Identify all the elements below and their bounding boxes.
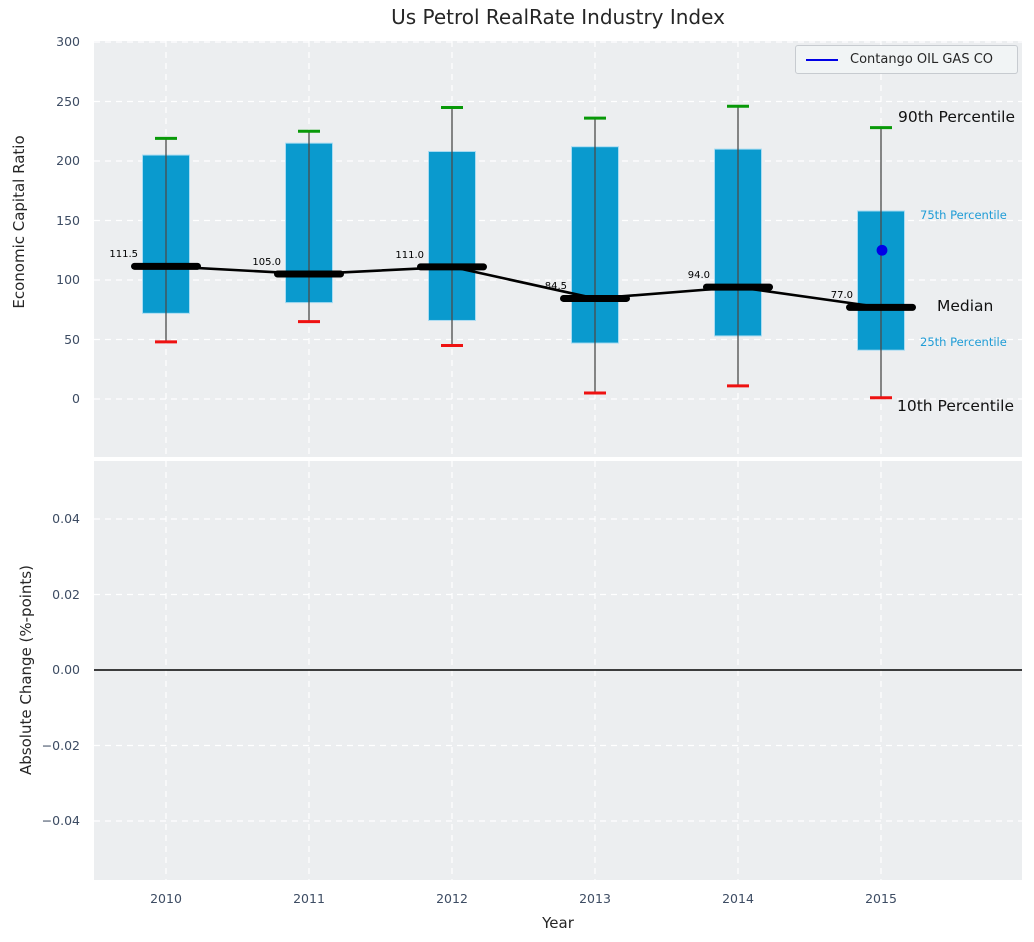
chart-title: Us Petrol RealRate Industry Index [391,5,725,29]
ytick-top-300: 300 [56,34,80,49]
median-value-label-2013: 84.5 [544,281,567,293]
median-value-label-2014: 94.0 [687,270,710,282]
x-axis-label: Year [542,914,574,932]
ytick-top-250: 250 [56,93,80,109]
y-axis-label-top: Economic Capital Ratio [10,135,28,309]
ytick-bottom-0.04: 0.04 [52,511,80,526]
annotation-25th-percentile: 25th Percentile [920,335,1007,349]
xtick-2012: 2012 [436,891,468,906]
xtick-2010: 2010 [150,891,182,906]
median-value-label-2015: 77.0 [830,290,853,302]
annotation-75th-percentile: 75th Percentile [920,208,1007,222]
xtick-2013: 2013 [579,891,611,906]
annotation-10th-percentile: 10th Percentile [897,397,1015,415]
company-point[interactable] [876,244,888,256]
ytick-top-150: 150 [56,212,80,228]
legend-label: Contango OIL GAS CO [850,52,994,67]
ytick-bottom-0.02: 0.02 [52,586,80,602]
annotation-90th-percentile: 90th Percentile [898,108,1016,126]
ytick-bottom--0.02: −0.02 [41,737,80,753]
ytick-top-200: 200 [56,153,80,168]
ytick-bottom--0.04: −0.04 [41,813,80,828]
ytick-top-100: 100 [56,272,80,287]
ytick-top-50: 50 [64,331,80,347]
median-value-label-2012: 111.0 [395,249,424,261]
xtick-2015: 2015 [865,891,897,906]
xtick-2011: 2011 [293,891,325,906]
median-value-label-2011: 105.0 [252,257,281,269]
legend-line-swatch [806,58,838,61]
ytick-bottom-0: 0.00 [52,662,80,677]
median-value-label-2010: 111.5 [109,249,138,261]
ytick-top-0: 0 [72,391,80,406]
annotation-median: Median [937,297,994,315]
legend[interactable]: Contango OIL GAS CO [795,45,1018,74]
xtick-2014: 2014 [722,891,754,906]
